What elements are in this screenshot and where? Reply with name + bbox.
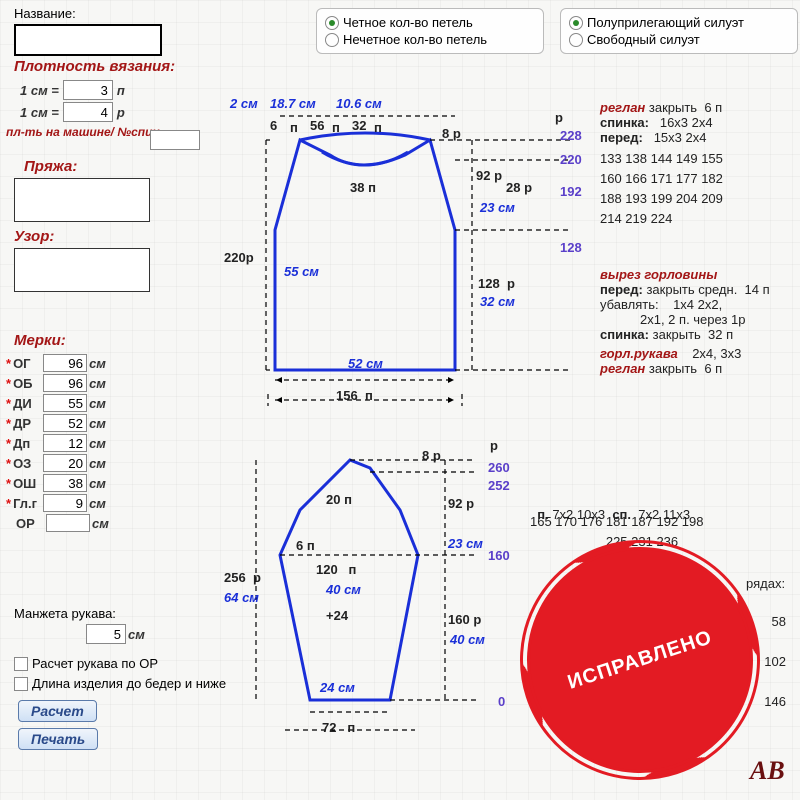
body-topp-b: 56: [310, 118, 324, 133]
slv-r160: 160: [488, 548, 510, 563]
slv-20p: 20 п: [326, 492, 352, 507]
raglan-back: спинка:: [600, 115, 649, 130]
raglan-title: реглан: [600, 100, 645, 115]
slvrag-txt: закрыть: [649, 361, 697, 376]
slv-ru: р: [490, 438, 498, 453]
slv-23cm: 23 см: [448, 536, 483, 551]
body-topp-au: п: [290, 120, 298, 135]
signature: AB: [750, 756, 785, 786]
stamp-text: ИСПРАВЛЕНО: [565, 626, 715, 694]
slv-40cm2: 40 см: [450, 632, 485, 647]
body-topp-cu: п: [374, 120, 382, 135]
raglan-front: перед:: [600, 130, 643, 145]
slv-92r: 92 р: [448, 496, 474, 511]
slv-8r: 8 р: [422, 448, 441, 463]
body-128r: 128 р: [478, 276, 515, 291]
neck-front-txt: закрыть средн.: [646, 282, 737, 297]
body-topcm-b: 18.7 см: [270, 96, 316, 111]
neck-back-v: 32 п: [708, 327, 733, 342]
body-55cm: 55 см: [284, 264, 319, 279]
neck-dec-v: 1x4 2x2,: [673, 297, 722, 312]
stamp: ИСПРАВЛЕНО: [520, 540, 760, 780]
body-r192: 192: [560, 184, 582, 199]
slvneck-v: 2x4, 3x3: [692, 346, 741, 361]
neck-front-v: 14 п: [745, 282, 770, 297]
slv-256r: 256 р: [224, 570, 261, 585]
body-r220: 220: [560, 152, 582, 167]
neck-front: перед:: [600, 282, 643, 297]
slv-64cm: 64 см: [224, 590, 259, 605]
slvrag-title: реглан: [600, 361, 645, 376]
body-r128: 128: [560, 240, 582, 255]
body-32cm: 32 см: [480, 294, 515, 309]
body-52cm: 52 см: [348, 356, 383, 371]
neck-back-txt: закрыть: [653, 327, 701, 342]
slv-r252: 252: [488, 478, 510, 493]
slv-120p: 120 п: [316, 562, 356, 577]
body-topcm-a: 2 см: [230, 96, 258, 111]
body-156p: 156 п: [336, 388, 373, 403]
body-topcm-c: 10.6 см: [336, 96, 382, 111]
body-92r: 92 р: [476, 168, 502, 183]
body-23cm: 23 см: [480, 200, 515, 215]
slv-r260: 260: [488, 460, 510, 475]
slv-24cm: 24 см: [320, 680, 355, 695]
body-r228: 228: [560, 128, 582, 143]
raglan-close: закрыть: [649, 100, 697, 115]
calc-column: реглан закрыть 6 п спинка: 16x3 2x4 пере…: [600, 100, 790, 376]
body-topp-a: 6: [270, 118, 277, 133]
slvrag-v: 6 п: [704, 361, 722, 376]
slv-r0: 0: [498, 694, 505, 709]
body-38p: 38 п: [350, 180, 376, 195]
slv-6p: 6 п: [296, 538, 315, 553]
slv-160r: 160 р: [448, 612, 481, 627]
neck-dec2: 2x1, 2 п. через 1р: [600, 312, 790, 327]
raglan-front-v: 15x3 2x4: [654, 130, 707, 145]
neck-back: спинка:: [600, 327, 649, 342]
body-220r: 220р: [224, 250, 254, 265]
raglan-close-v: 6 п: [704, 100, 722, 115]
body-topp-bu: п: [332, 120, 340, 135]
slvneck-title: горл.рукава: [600, 346, 678, 361]
body-8p: 8 р: [442, 126, 461, 141]
body-ru: р: [555, 110, 563, 125]
body-topp-c: 32: [352, 118, 366, 133]
neck-title: вырез горловины: [600, 267, 717, 282]
neck-dec: убавлять:: [600, 297, 659, 312]
slv-72p: 72 п: [322, 720, 355, 735]
body-28r: 28 р: [506, 180, 532, 195]
slv-40cm: 40 см: [326, 582, 361, 597]
slv-add: +24: [326, 608, 348, 623]
raglan-back-v: 16x3 2x4: [660, 115, 713, 130]
raglan-rows: 133 138 144 149 155 160 166 171 177 182 …: [600, 149, 790, 229]
